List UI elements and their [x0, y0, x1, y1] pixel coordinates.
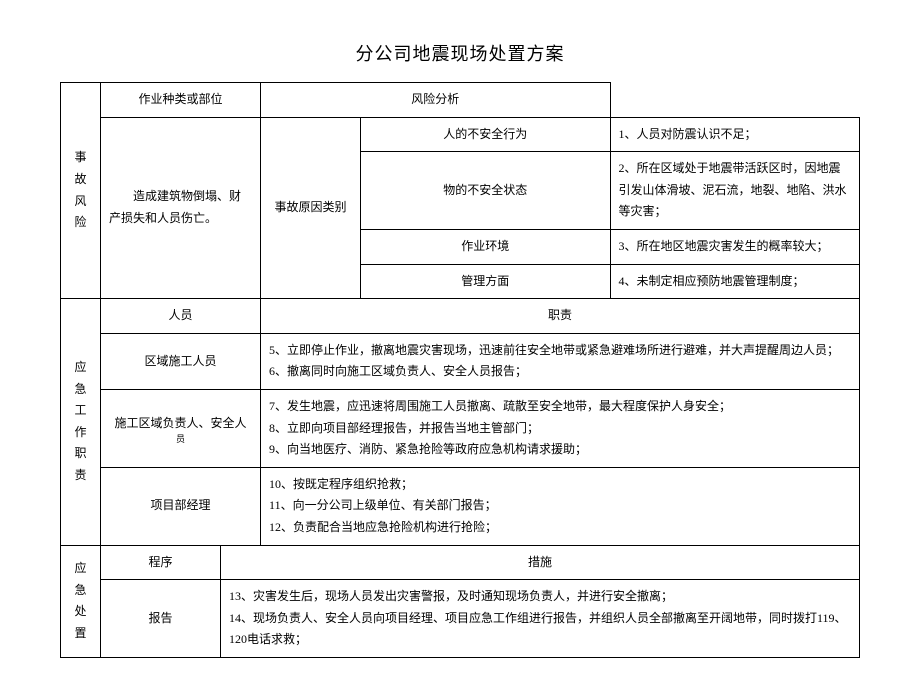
- cause-category-3: 管理方面: [361, 264, 610, 299]
- duty-person-sub: 员: [109, 435, 252, 444]
- duty-line: 12、负责配合当地应急抢险机构进行抢险；: [269, 520, 497, 534]
- duty-line: 5、立即停止作业，撤离地震灾害现场，迅速前往安全地带或紧急避难场所进行避难，并大…: [269, 343, 839, 357]
- plan-table: 事故风险 作业种类或部位 风险分析 造成建筑物倒塌、财产损失和人员伤亡。 事故原…: [60, 82, 860, 658]
- duty-person-0: 区域施工人员: [101, 333, 261, 389]
- cause-category-0: 人的不安全行为: [361, 117, 610, 152]
- duty-person-2: 项目部经理: [101, 467, 261, 545]
- cause-detail-3: 4、未制定相应预防地震管理制度；: [610, 264, 860, 299]
- risk-analysis-header: 风险分析: [261, 83, 610, 118]
- duty-line: 8、立即向项目部经理报告，并报告当地主管部门；: [269, 421, 539, 435]
- duty-header: 职责: [261, 299, 860, 334]
- duty-line: 6、撤离同时向施工区域负责人、安全人员报告；: [269, 364, 527, 378]
- procedure-header: 程序: [101, 545, 221, 580]
- cause-category-1: 物的不安全状态: [361, 152, 610, 230]
- response-procedure-0: 报告: [101, 580, 221, 658]
- person-header: 人员: [101, 299, 261, 334]
- work-type-header: 作业种类或部位: [101, 83, 261, 118]
- response-lines-0: 13、灾害发生后，现场人员发出灾害警报，及时通知现场负责人，并进行安全撤离； 1…: [221, 580, 860, 658]
- response-section-label: 应急处置: [61, 545, 101, 657]
- duty-lines-2: 10、按既定程序组织抢救； 11、向一分公司上级单位、有关部门报告； 12、负责…: [261, 467, 860, 545]
- cause-category-label: 事故原因类别: [261, 117, 361, 299]
- duty-section-label: 应急工作职责: [61, 299, 101, 545]
- cause-detail-2: 3、所在地区地震灾害发生的概率较大；: [610, 229, 860, 264]
- cause-detail-1: 2、所在区域处于地震带活跃区时，因地震引发山体滑坡、泥石流，地裂、地陷、洪水等灾…: [610, 152, 860, 230]
- response-line: 13、灾害发生后，现场人员发出灾害警报，及时通知现场负责人，并进行安全撤离；: [229, 589, 673, 603]
- duty-lines-1: 7、发生地震，应迅速将周围施工人员撤离、疏散至安全地带，最大程度保护人身安全； …: [261, 389, 860, 467]
- cause-detail-0: 1、人员对防震认识不足；: [610, 117, 860, 152]
- cause-category-2: 作业环境: [361, 229, 610, 264]
- measure-header: 措施: [221, 545, 860, 580]
- duty-line: 11、向一分公司上级单位、有关部门报告；: [269, 498, 497, 512]
- duty-person-1: 施工区域负责人、安全人 员: [101, 389, 261, 467]
- duty-lines-0: 5、立即停止作业，撤离地震灾害现场，迅速前往安全地带或紧急避难场所进行避难，并大…: [261, 333, 860, 389]
- duty-line: 10、按既定程序组织抢救；: [269, 477, 413, 491]
- duty-person-main: 施工区域负责人、安全人: [115, 416, 247, 430]
- duty-line: 9、向当地医疗、消防、紧急抢险等政府应急机构请求援助；: [269, 442, 587, 456]
- document-title: 分公司地震现场处置方案: [60, 40, 860, 66]
- duty-line: 7、发生地震，应迅速将周围施工人员撤离、疏散至安全地带，最大程度保护人身安全；: [269, 399, 731, 413]
- work-content: 造成建筑物倒塌、财产损失和人员伤亡。: [101, 117, 261, 299]
- risk-section-label: 事故风险: [61, 83, 101, 299]
- response-line: 14、现场负责人、安全人员向项目经理、项目应急工作组进行报告，并组织人员全部撤离…: [229, 611, 847, 647]
